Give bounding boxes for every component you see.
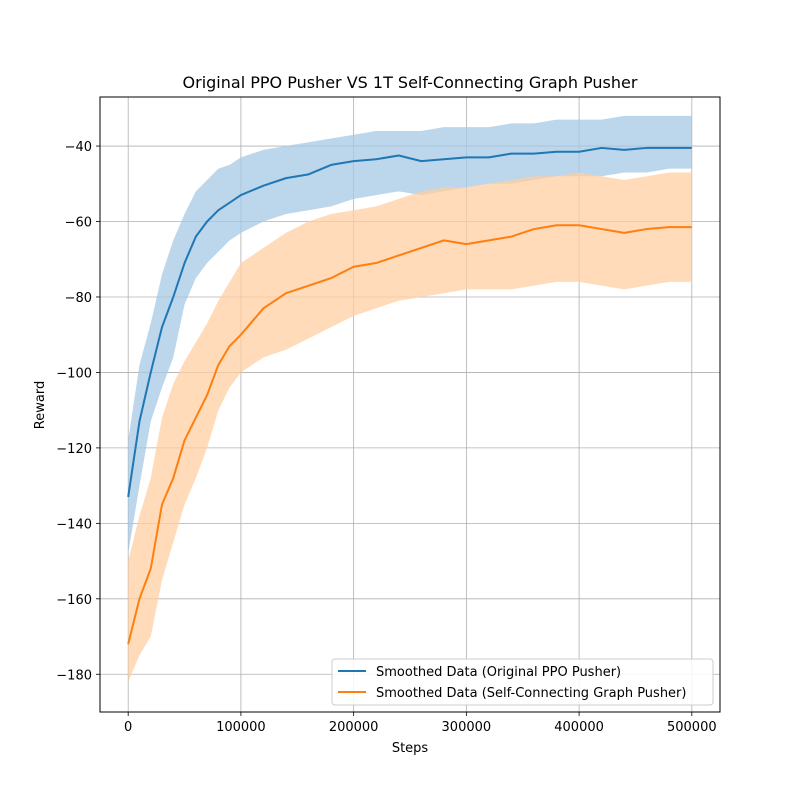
y-tick-label: −100 [56,366,92,381]
x-tick-label: 200000 [329,720,379,735]
x-tick-label: 500000 [667,720,717,735]
series-band-1 [128,172,692,682]
legend-box [331,658,714,706]
y-tick-label: −140 [56,517,92,532]
x-axis-title: Steps [392,741,429,756]
y-axis-title: Reward [33,381,48,429]
chart-title: Original PPO Pusher VS 1T Self-Connectin… [183,73,638,92]
y-tick-label: −180 [56,668,92,683]
plot-frame [99,96,721,713]
series-line-1 [127,224,692,645]
y-tick-label: −60 [65,216,92,231]
x-tick-label: 400000 [554,720,604,735]
series-lines [127,146,692,645]
y-tick-label: −120 [56,442,92,457]
x-tick-label: 100000 [216,720,266,735]
variance-bands [128,115,692,682]
legend-label-self-connecting: Smoothed Data (Self-Connecting Graph Pus… [376,686,686,701]
y-tick-label: −40 [65,140,92,155]
x-axis-ticks: 0 100000 200000 300000 400000 500000 [124,712,717,735]
series-band-0 [128,115,692,554]
y-tick-label: −160 [56,593,92,608]
x-tick-label: 300000 [442,720,492,735]
x-tick-label: 0 [124,720,132,735]
series-line-0 [127,146,692,498]
y-tick-label: −80 [65,291,92,306]
legend-label-original-ppo: Smoothed Data (Original PPO Pusher) [376,665,621,680]
y-axis-ticks: −180 −160 −140 −120 −100 −80 −60 −40 [56,140,100,683]
legend: Smoothed Data (Original PPO Pusher) Smoo… [331,658,714,706]
